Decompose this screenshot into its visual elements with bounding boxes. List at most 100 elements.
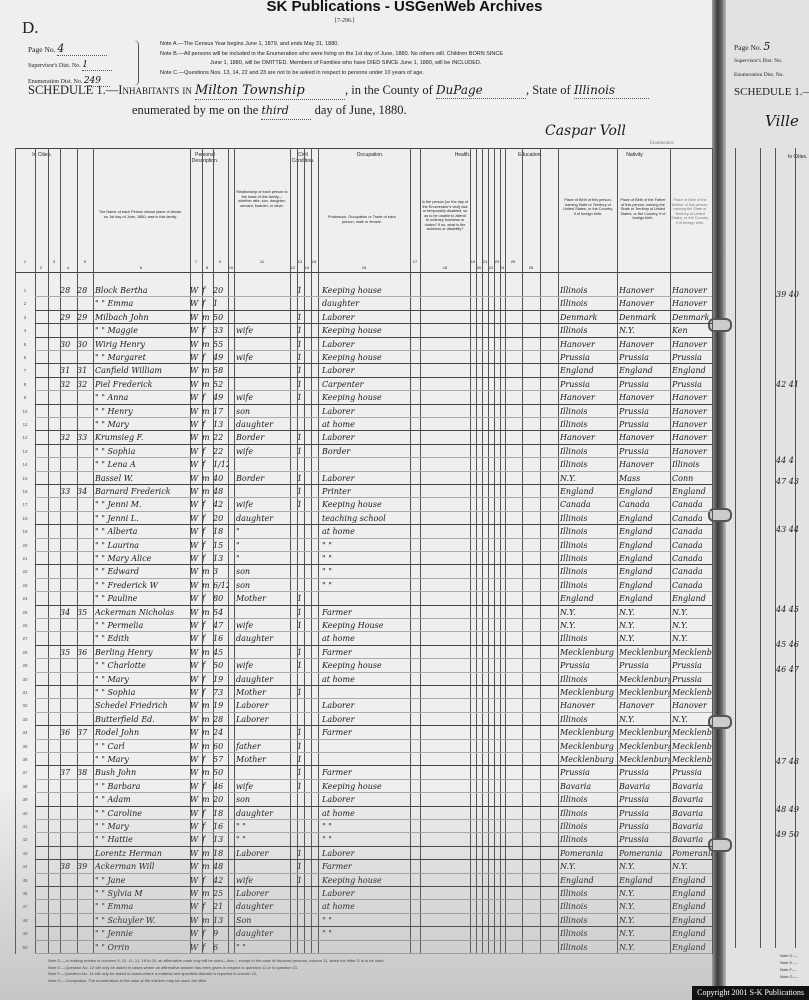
sex: f: [202, 781, 205, 791]
color: W: [190, 527, 199, 537]
dwelling-number: [60, 552, 77, 565]
relationship: [236, 726, 290, 739]
county-label: , in the County of: [344, 83, 433, 97]
age: 9: [213, 929, 219, 939]
mother-birthplace: Hanover: [672, 701, 707, 711]
dwelling-number: 36: [60, 728, 71, 738]
sex: m: [202, 795, 210, 805]
father-birthplace: N.Y.: [619, 634, 635, 644]
note-b-line1: Note B.—All persons will be included in …: [160, 51, 504, 57]
column-number: 15: [311, 259, 317, 264]
family-number: [77, 619, 93, 632]
color: W: [190, 634, 199, 644]
dwelling-number: [60, 458, 77, 471]
right-place-partial: Ville: [765, 112, 799, 130]
married-mark: 1: [297, 339, 303, 349]
row-rule: [35, 698, 712, 700]
sex: f: [202, 594, 205, 604]
color: W: [190, 420, 199, 429]
group-in-cities: In Cities.: [32, 152, 52, 158]
right-column-rule: [775, 148, 776, 948]
father-birthplace: Hanover: [619, 286, 654, 295]
mother-birthplace: Hanover: [672, 286, 707, 295]
person-name: " " Carl: [95, 741, 125, 751]
occupation: " ": [322, 929, 332, 939]
dwelling-number: [60, 847, 77, 860]
person-name: Block Bertha: [95, 286, 148, 295]
desc-name: The Name of each Person whose place of a…: [98, 210, 183, 219]
row-rule: [35, 564, 712, 566]
relationship: [236, 364, 290, 377]
sex: f: [202, 942, 205, 952]
sex: f: [202, 446, 205, 456]
relationship: wife: [236, 393, 254, 403]
age: 13: [213, 554, 224, 563]
column-number: 21: [482, 259, 488, 264]
person-name: " " Margaret: [95, 353, 146, 362]
relationship: wife: [236, 500, 254, 510]
relationship: wife: [236, 446, 254, 456]
relationship: [236, 766, 290, 779]
father-birthplace: Hanover: [619, 299, 654, 309]
sex: f: [202, 661, 205, 671]
supervisor-field: Supervisor's Dist. No. 1: [28, 60, 113, 71]
father-birthplace: Prussia: [619, 353, 649, 362]
row-rule: [35, 510, 712, 512]
dwelling-number: [60, 900, 77, 913]
married-mark: 1: [297, 379, 303, 389]
mother-birthplace: Bavaria: [672, 795, 704, 805]
family-number: [77, 941, 93, 954]
row-number: 30: [22, 676, 28, 682]
sex: f: [202, 460, 205, 470]
married-mark: [297, 900, 304, 913]
column-number: 17: [412, 259, 418, 264]
row-rule: [35, 778, 712, 780]
person-name: Bassel W.: [95, 473, 134, 483]
person-name: " " Lena A: [95, 460, 136, 470]
family-number: [77, 565, 93, 578]
row-number: 48: [22, 917, 28, 923]
birthplace: Illinois: [560, 299, 588, 309]
dwelling-number: 29: [60, 312, 71, 322]
occupation: Farmer: [322, 862, 352, 872]
color: W: [190, 795, 199, 805]
relationship: Laborer: [236, 701, 269, 711]
married-mark: [297, 539, 304, 552]
row-number: 11: [22, 422, 28, 427]
married-mark: 1: [297, 312, 303, 322]
dwelling-number: [60, 659, 77, 672]
column-number: 1: [23, 259, 27, 264]
watermark: SK Publications - USGenWeb Archives: [266, 0, 543, 15]
birthplace: Hanover: [560, 433, 595, 443]
mother-birthplace: Illinois: [672, 460, 700, 470]
form-number: [7-296.]: [335, 18, 355, 24]
row-number: 19: [22, 529, 28, 535]
mother-birthplace: N.Y.: [672, 607, 688, 617]
father-birthplace: N.Y.: [619, 326, 635, 336]
family-number: [77, 914, 93, 927]
relationship: " ": [236, 822, 246, 831]
column-number: 13: [297, 259, 303, 264]
enumerator-label: Enumerator.: [650, 141, 675, 146]
occupation: " ": [322, 554, 332, 563]
color: W: [190, 286, 199, 295]
dwelling-number: 31: [60, 366, 71, 376]
married-mark: [297, 297, 304, 310]
row-number: 28: [22, 649, 28, 655]
married-mark: [297, 807, 304, 820]
dwelling-number: [60, 579, 77, 592]
person-name: " " Jane: [95, 875, 126, 885]
occupation: Printer: [322, 487, 351, 496]
family-number: [77, 659, 93, 672]
mother-birthplace: Prussia: [672, 768, 702, 778]
birthplace: England: [560, 875, 594, 885]
sex: f: [202, 353, 205, 362]
occupation: Keeping house: [322, 500, 382, 510]
family-number: 34: [77, 487, 88, 496]
row-number: 44: [22, 864, 28, 870]
sex: f: [202, 326, 205, 336]
row-number: 15: [22, 475, 28, 481]
person-name: Rodel John: [95, 728, 140, 738]
row-number: 16: [22, 489, 28, 494]
person-name: Schedel Friedrich: [95, 701, 168, 711]
